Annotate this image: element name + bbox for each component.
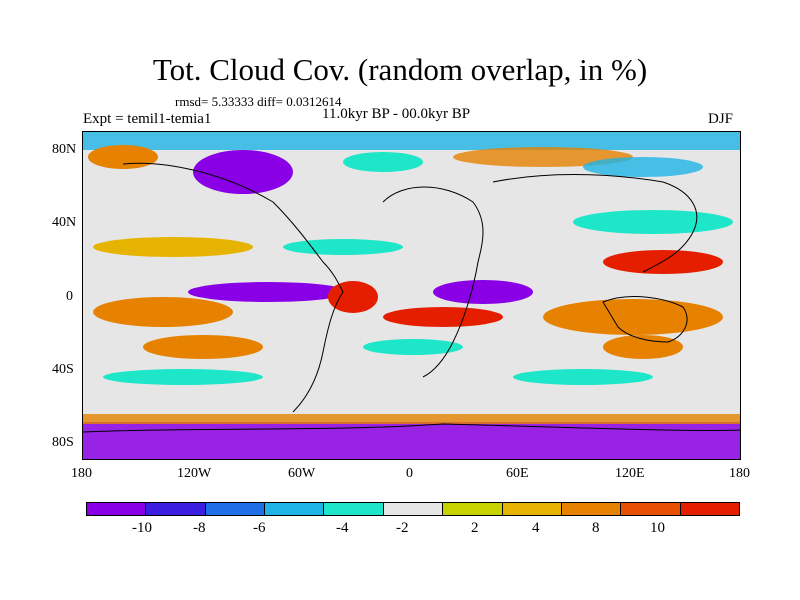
- colorbar-segment: [265, 503, 325, 515]
- lat-label-80n: 80N: [52, 142, 77, 157]
- colorbar-label: 4: [532, 520, 540, 536]
- colorbar-label: -8: [193, 520, 206, 536]
- lon-label-60e: 60E: [506, 466, 529, 481]
- period-label: 11.0kyr BP - 00.0kyr BP: [322, 106, 471, 122]
- lon-label-120e: 120E: [615, 466, 645, 481]
- lon-label-180w: 180: [71, 466, 92, 481]
- lat-label-eq: 0: [66, 289, 73, 304]
- colorbar-segment: [205, 503, 266, 515]
- lat-label-40s: 40S: [52, 362, 74, 377]
- colorbar-segment: [87, 503, 147, 515]
- lon-label-0: 0: [406, 466, 413, 481]
- plot-title: Tot. Cloud Cov. (random overlap, in %): [152, 52, 648, 87]
- map-plot-area: [82, 131, 741, 460]
- colorbar-segment: [561, 503, 622, 515]
- colorbar-segment: [621, 503, 681, 515]
- colorbar-label: -6: [253, 520, 266, 536]
- colorbar-label: 2: [471, 520, 479, 536]
- colorbar-segment: [146, 503, 206, 515]
- lat-label-40n: 40N: [52, 215, 77, 230]
- colorbar-segment: [502, 503, 562, 515]
- stats-text: rmsd= 5.33333 diff= 0.0312614: [175, 94, 342, 109]
- colorbar-label: -2: [396, 520, 409, 536]
- season-label: DJF: [708, 111, 734, 127]
- colorbar-segment: [443, 503, 503, 515]
- lon-label-180e: 180: [729, 466, 750, 481]
- colorbar-label: 10: [650, 520, 665, 536]
- colorbar-label: -4: [336, 520, 349, 536]
- colorbar-segment: [680, 503, 739, 515]
- lon-label-120w: 120W: [177, 466, 212, 481]
- experiment-label: Expt = temil1-temia1: [83, 111, 212, 127]
- colorbar-label: 8: [592, 520, 600, 536]
- colorbar: [86, 502, 740, 516]
- colorbar-segment: [383, 503, 444, 515]
- colorbar-label: -10: [132, 520, 152, 536]
- lon-label-60w: 60W: [288, 466, 316, 481]
- colorbar-segment: [324, 503, 384, 515]
- anomaly-map: [83, 132, 740, 459]
- lat-label-80s: 80S: [52, 435, 74, 450]
